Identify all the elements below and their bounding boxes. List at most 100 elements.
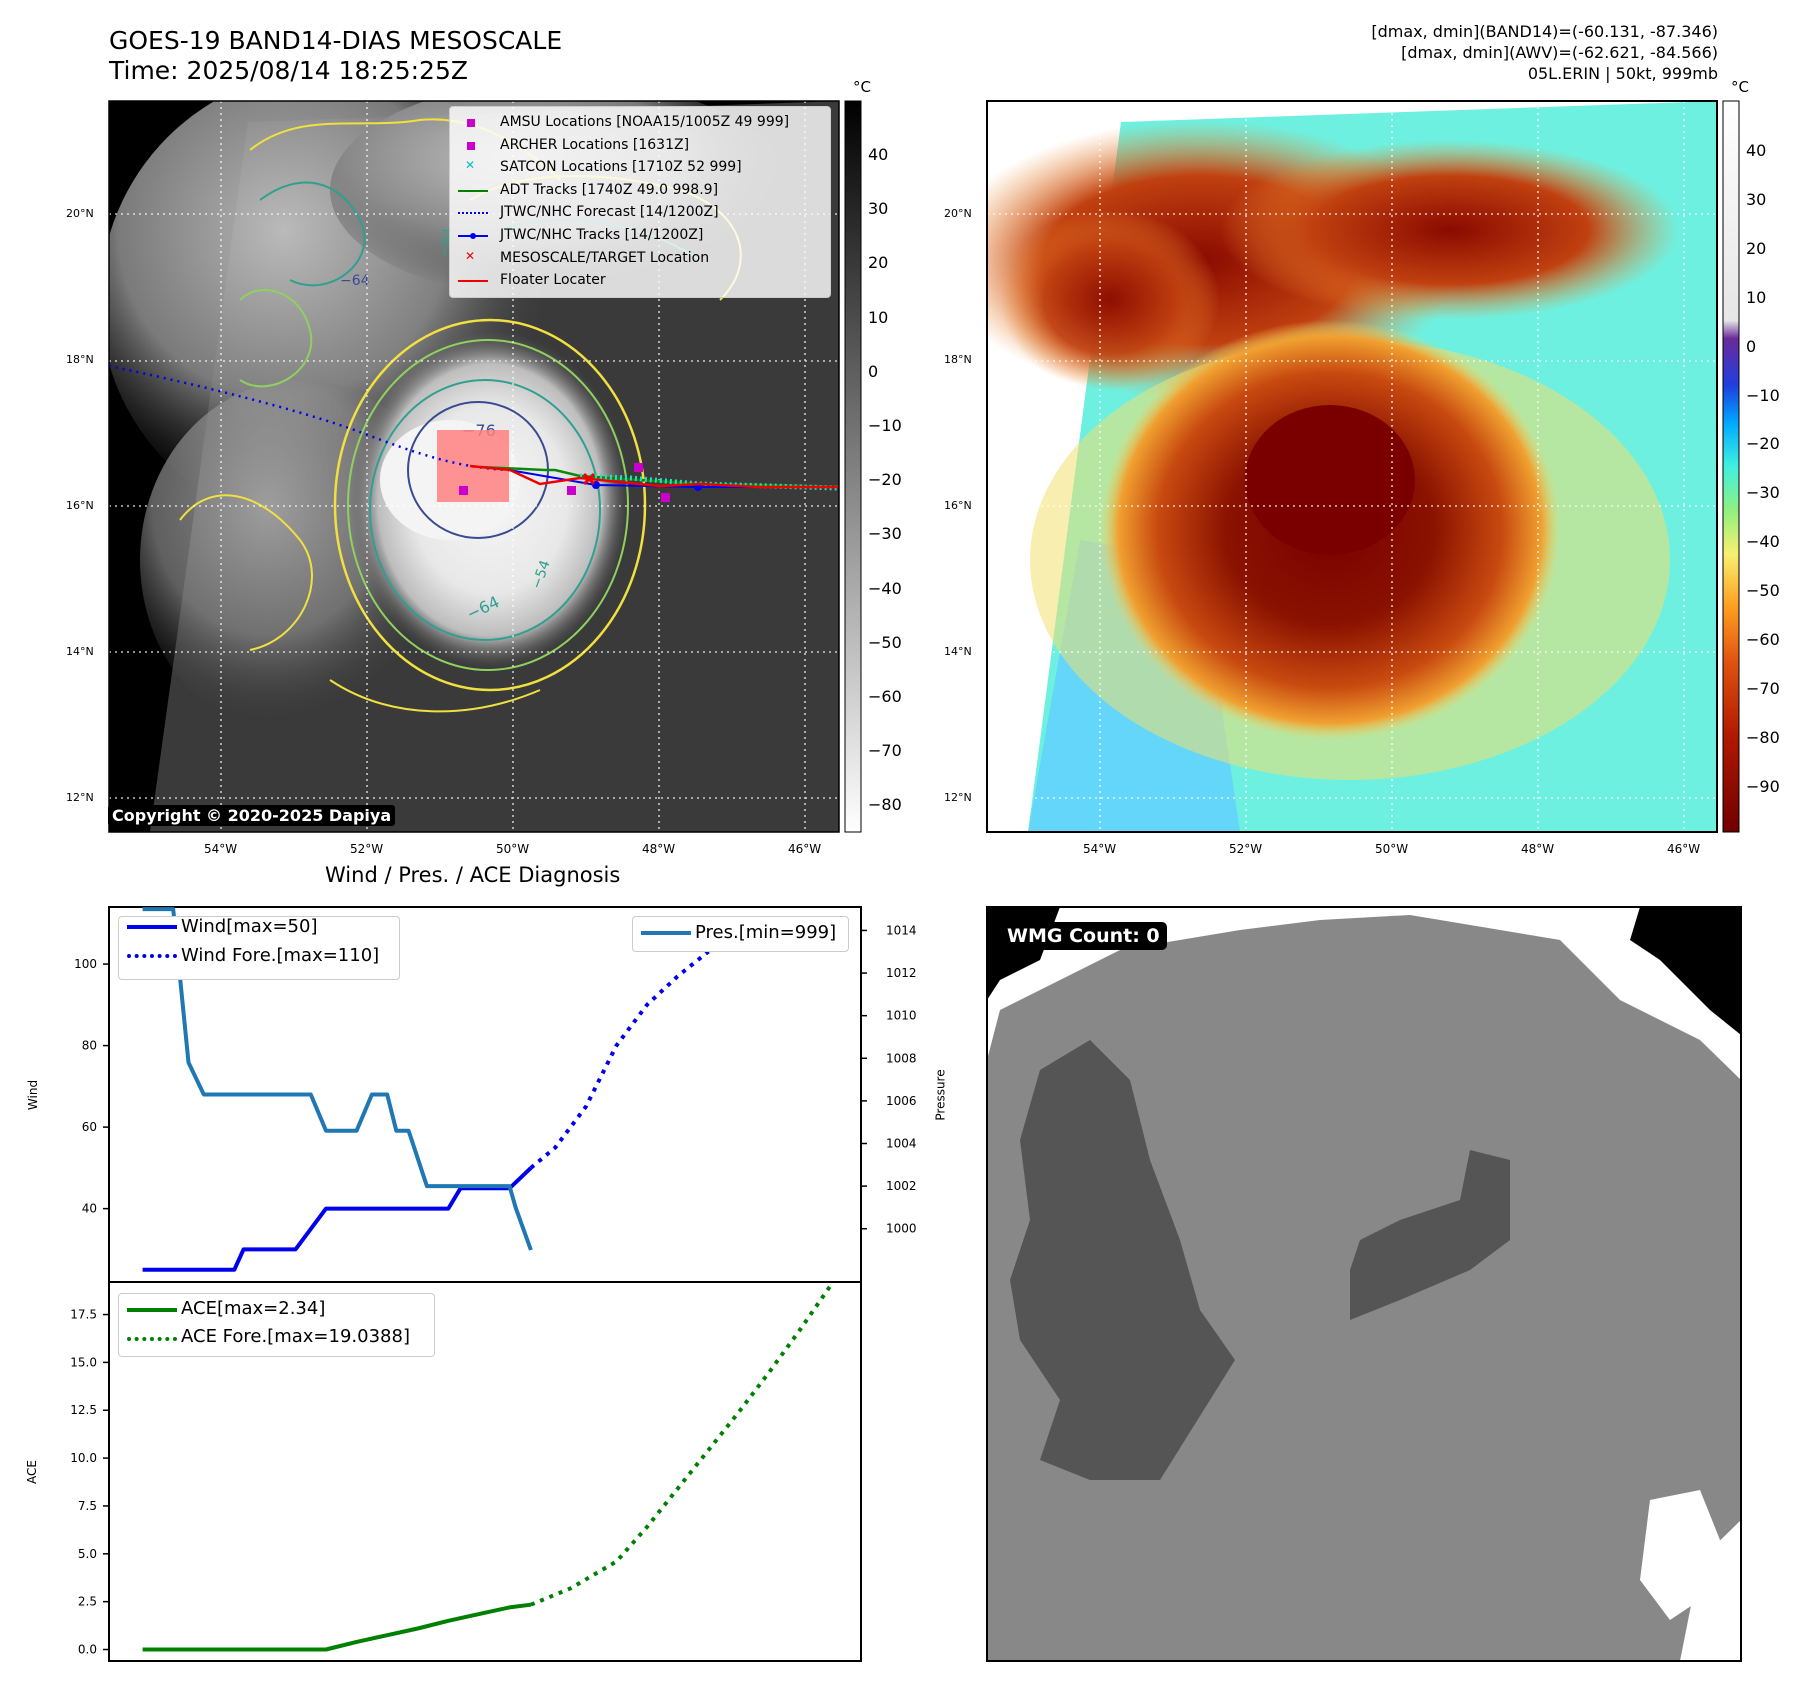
ace-ylabel: ACE — [24, 1460, 39, 1484]
pressure-ytick-label: 1008 — [886, 1051, 917, 1065]
wind-legend-label: Wind[max=50] — [181, 916, 318, 937]
ir-legend-item: Floater Locater — [450, 271, 830, 291]
ir-colorbar-tick: −10 — [868, 416, 902, 435]
ir-lon-label: 52°W — [350, 842, 384, 856]
copyright-badge: Copyright © 2020-2025 Dapiya — [108, 805, 396, 826]
ir-lat-label: 12°N — [66, 791, 94, 804]
awv-colorbar-tick: −20 — [1746, 434, 1780, 454]
diagnosis-title: Wind / Pres. / ACE Diagnosis — [325, 863, 621, 887]
awv-colorbar-tick: −90 — [1746, 776, 1780, 796]
info-line3: 05L.ERIN | 50kt, 999mb — [1527, 64, 1718, 83]
ir-lat-label: 18°N — [66, 353, 94, 366]
pressure-ytick-label: 1010 — [886, 1009, 917, 1023]
ir-legend-item: JTWC/NHC Forecast [14/1200Z] — [450, 203, 830, 223]
awv-lat-label: 18°N — [944, 353, 972, 366]
awv-lat-label: 16°N — [944, 499, 972, 512]
wind-forecast-line — [529, 941, 740, 1170]
ace-line — [142, 1602, 532, 1652]
ir-colorbar-tick: 40 — [868, 145, 889, 164]
ir-colorbar-unit: °C — [853, 78, 871, 96]
ir-legend: AMSU Locations [NOAA15/1005Z 49 999] ARCH… — [449, 106, 831, 298]
ir-legend-label: Floater Locater — [500, 272, 606, 289]
ir-lat-label: 20°N — [66, 207, 94, 220]
info-line2: [dmax, dmin](AWV)=(-62.621, -84.566) — [1401, 43, 1718, 62]
ace-axes-frame — [108, 1281, 862, 1662]
awv-lon-label: 54°W — [1083, 842, 1117, 856]
ir-colorbar-tick: 0 — [868, 361, 879, 381]
ir-legend-marker — [458, 212, 488, 215]
ace-fore-legend-label: ACE Fore.[max=19.0388] — [181, 1326, 410, 1347]
pressure-line — [142, 907, 533, 1251]
ir-legend-label: ARCHER Locations [1631Z] — [500, 136, 690, 153]
awv-colorbar-tick: 20 — [1746, 238, 1767, 258]
ir-legend-marker — [467, 141, 475, 150]
ace-legend-label: ACE[max=2.34] — [181, 1298, 326, 1319]
ir-colorbar-tick: −50 — [868, 632, 902, 652]
wind-line — [142, 1166, 533, 1272]
awv-colorbar-tick: −50 — [1746, 581, 1780, 601]
ace-legend: ACE[max=2.34] ACE Fore.[max=19.0388] — [118, 1293, 435, 1357]
ir-legend-marker — [467, 119, 475, 127]
ir-legend-marker — [458, 189, 488, 192]
ir-colorbar-tick: −30 — [868, 524, 902, 544]
wind-ytick-label: 40 — [82, 1202, 97, 1216]
ir-legend-marker: ✕ — [465, 158, 476, 173]
ace-forecast-line — [530, 1284, 833, 1607]
ir-legend-item: ARCHER Locations [1631Z] — [450, 136, 830, 156]
wind-ytick-label: 60 — [82, 1120, 97, 1134]
awv-lat-label: 14°N — [944, 645, 972, 658]
ir-legend-label: JTWC/NHC Forecast [14/1200Z] — [500, 204, 719, 221]
ir-colorbar-tick: 30 — [868, 199, 889, 219]
ir-colorbar-tick: −70 — [868, 741, 902, 761]
wind-legend: Wind[max=50] Wind Fore.[max=110] — [118, 916, 400, 980]
awv-colorbar-tick: −70 — [1746, 678, 1780, 698]
pressure-ytick-label: 1006 — [886, 1094, 917, 1108]
ir-legend-item: AMSU Locations [NOAA15/1005Z 49 999] — [450, 113, 830, 133]
awv-colorbar-tick: −80 — [1746, 727, 1780, 747]
pres-legend-label: Pres.[min=999] — [695, 922, 837, 943]
ir-lon-label: 46°W — [788, 842, 822, 856]
pressure-ytick-label: 1012 — [886, 966, 917, 980]
pressure-ytick-label: 1002 — [886, 1179, 917, 1193]
wind-ylabel: Wind — [26, 1079, 41, 1111]
awv-lat-label: 20°N — [944, 207, 972, 220]
ir-colorbar-tick: 20 — [868, 253, 889, 273]
ace-ytick-label: 2.5 — [78, 1595, 97, 1609]
ir-legend-item: ✕ MESOSCALE/TARGET Location — [450, 249, 830, 269]
ir-colorbar-tick: −80 — [868, 795, 902, 815]
ace-ytick-label: 12.5 — [70, 1403, 97, 1417]
ir-lat-label: 14°N — [66, 645, 94, 658]
ir-legend-marker: ✕ — [465, 248, 476, 263]
ir-legend-item: JTWC/NHC Tracks [14/1200Z] — [450, 226, 830, 246]
ir-legend-label: MESOSCALE/TARGET Location — [500, 249, 710, 266]
ace-ytick-label: 5.0 — [78, 1547, 97, 1561]
awv-colorbar-tick: 0 — [1746, 336, 1757, 356]
ir-legend-marker — [458, 233, 488, 239]
ir-lon-label: 50°W — [496, 842, 530, 856]
info-line1: [dmax, dmin](BAND14)=(-60.131, -87.346) — [1371, 22, 1718, 41]
pressure-ytick-label: 1004 — [886, 1137, 917, 1151]
awv-colorbar-tick: −40 — [1746, 532, 1780, 552]
awv-colorbar-tick: −60 — [1746, 630, 1780, 649]
pressure-ylabel: Pressure — [933, 1069, 948, 1121]
ir-legend-marker — [458, 280, 488, 283]
ir-colorbar-tick: −20 — [868, 470, 902, 490]
awv-colorbar-tick: −30 — [1746, 483, 1780, 503]
ir-legend-label: SATCON Locations [1710Z 52 999] — [500, 159, 742, 176]
ace-ytick-label: 7.5 — [78, 1499, 97, 1513]
figure-title-line2: Time: 2025/08/14 18:25:25Z — [109, 56, 468, 85]
awv-colorbar-tick: −10 — [1746, 385, 1780, 405]
pressure-ytick-label: 1000 — [886, 1222, 917, 1236]
ace-ytick-label: 10.0 — [70, 1451, 97, 1465]
awv-lon-label: 52°W — [1229, 842, 1263, 856]
figure-title-line1: GOES-19 BAND14-DIAS MESOSCALE — [109, 26, 563, 55]
pres-legend: Pres.[min=999] — [632, 916, 849, 952]
ir-lon-label: 54°W — [204, 842, 238, 856]
ir-legend-label: AMSU Locations [NOAA15/1005Z 49 999] — [500, 114, 790, 130]
awv-lon-label: 46°W — [1667, 842, 1701, 856]
ir-legend-label: ADT Tracks [1740Z 49.0 998.9] — [500, 181, 719, 198]
ir-legend-item: ✕ SATCON Locations [1710Z 52 999] — [450, 158, 830, 178]
wind-fore-legend-label: Wind Fore.[max=110] — [181, 945, 380, 966]
ir-legend-label: JTWC/NHC Tracks [14/1200Z] — [500, 227, 704, 243]
